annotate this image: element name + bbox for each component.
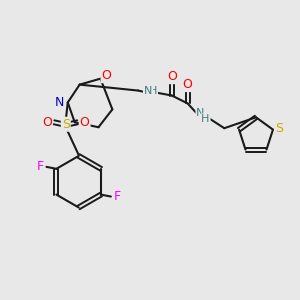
- Text: F: F: [113, 190, 120, 203]
- Text: O: O: [183, 78, 193, 91]
- Text: H: H: [201, 114, 210, 124]
- Text: N: N: [55, 96, 64, 109]
- Text: N: N: [144, 85, 152, 96]
- Text: F: F: [37, 160, 44, 173]
- Text: O: O: [80, 116, 89, 129]
- Text: S: S: [275, 122, 283, 135]
- Text: N: N: [196, 108, 205, 118]
- Text: O: O: [167, 70, 177, 83]
- Text: O: O: [101, 69, 111, 82]
- Text: H: H: [149, 85, 157, 96]
- Text: S: S: [62, 118, 70, 131]
- Text: O: O: [42, 116, 52, 129]
